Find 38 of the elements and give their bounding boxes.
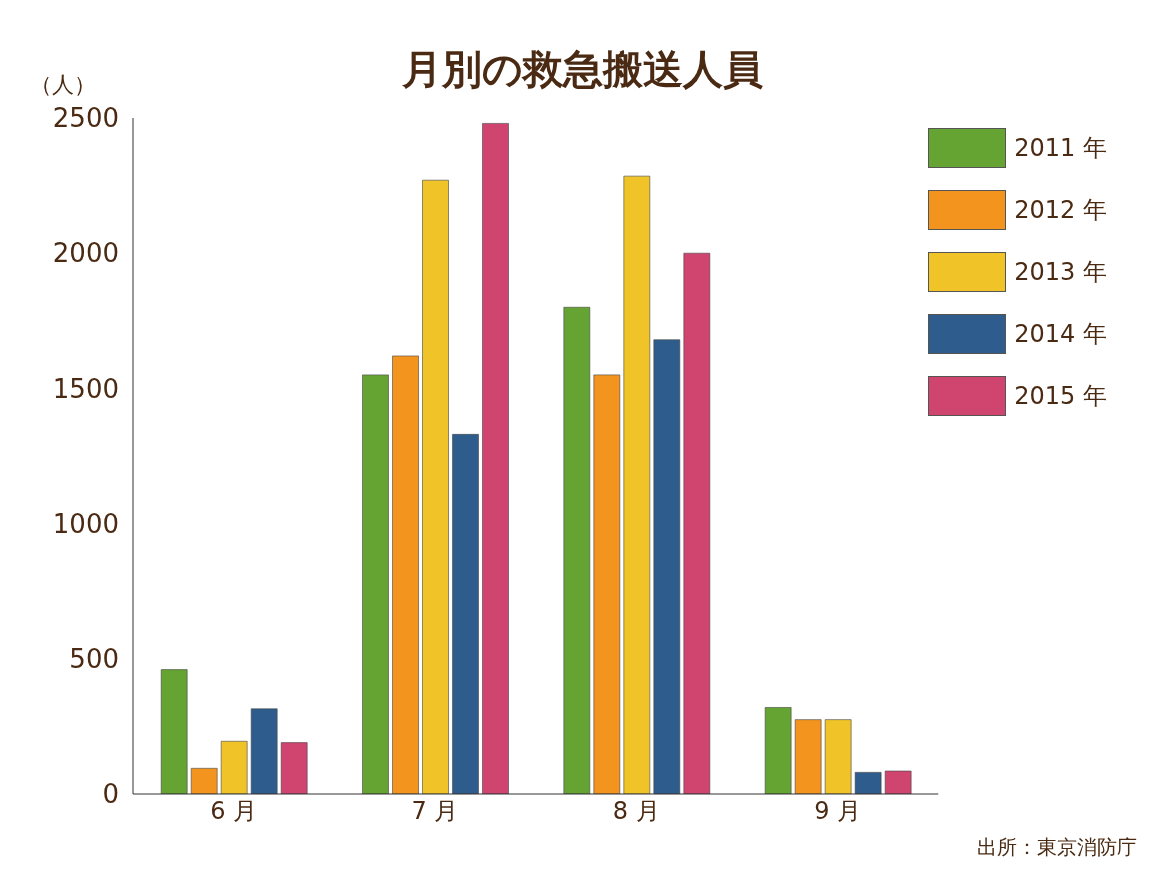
legend-label: 2014 年	[1014, 319, 1107, 350]
legend-label: 2015 年	[1014, 381, 1107, 412]
y-tick-label: 1500	[52, 373, 119, 404]
y-tick-label: 1000	[52, 508, 119, 539]
bar	[764, 707, 792, 794]
bar	[392, 355, 419, 794]
bar	[653, 339, 681, 794]
text: 出所：東京消防庁	[977, 834, 1137, 861]
x-tick-label: 7 月	[411, 797, 459, 826]
y-tick-label: 0	[102, 779, 119, 810]
bar	[422, 179, 449, 794]
y-tick-label: 2500	[52, 103, 119, 134]
bar	[190, 768, 218, 794]
bar	[362, 374, 389, 794]
y-tick-label: 2000	[52, 238, 119, 269]
y-axis-title: （人）	[30, 71, 96, 99]
x-tick-label: 6 月	[210, 797, 258, 826]
legend-label: 2013 年	[1014, 257, 1107, 288]
bar	[794, 719, 822, 794]
chart-title: 月別の救急搬送人員	[402, 46, 763, 92]
legend-label: 2012 年	[1014, 195, 1107, 226]
bar	[854, 772, 882, 794]
bar	[280, 742, 308, 794]
bar	[563, 306, 591, 794]
bar	[250, 708, 278, 794]
bar	[482, 123, 509, 794]
bar	[884, 770, 912, 794]
bar	[452, 434, 479, 794]
bar	[593, 374, 621, 794]
x-tick-label: 8 月	[612, 797, 660, 826]
bar	[160, 669, 188, 794]
bar	[220, 740, 248, 794]
x-tick-label: 9 月	[814, 797, 862, 826]
y-tick-label: 500	[69, 644, 119, 675]
bar	[623, 175, 651, 794]
legend-label: 2011 年	[1014, 133, 1107, 164]
bar	[824, 719, 852, 794]
bar	[683, 252, 711, 794]
